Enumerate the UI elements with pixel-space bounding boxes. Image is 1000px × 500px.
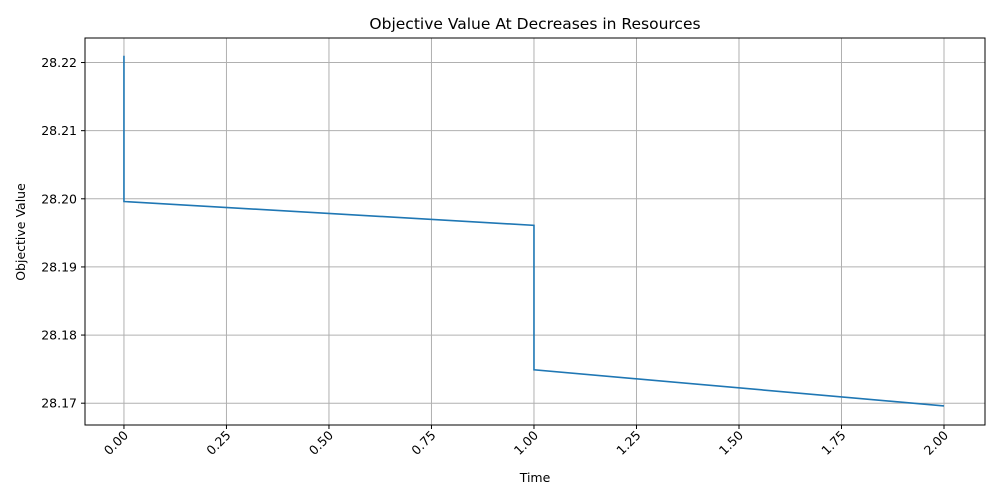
x-tick-label: 0.50 — [306, 427, 336, 457]
chart-title: Objective Value At Decreases in Resource… — [369, 15, 700, 33]
y-tick-label: 28.22 — [41, 55, 77, 70]
x-tick-label: 1.75 — [818, 428, 848, 458]
y-tick-label: 28.19 — [41, 259, 77, 274]
x-tick-label: 0.00 — [101, 427, 131, 457]
plot-frame — [84, 37, 986, 426]
y-axis-label: Objective Value — [13, 183, 28, 281]
y-tick-label: 28.17 — [41, 396, 77, 411]
grid-lines — [85, 38, 985, 425]
y-tick-label: 28.21 — [41, 123, 77, 138]
y-tick-label: 28.20 — [41, 191, 77, 206]
x-tick-label: 1.25 — [613, 428, 643, 458]
y-tick-label: 28.18 — [41, 328, 77, 343]
x-tick-label: 1.00 — [511, 427, 541, 457]
x-axis-label: Time — [519, 470, 551, 485]
x-tick-label: 1.50 — [716, 427, 746, 457]
x-tick-label: 0.25 — [203, 428, 233, 458]
axis-ticks: 0.00 0.25 0.50 0.75 1.00 1.25 1.50 1.75 2.00 28.1… — [41, 55, 951, 458]
series-layer — [123, 55, 945, 407]
x-tick-label: 0.75 — [408, 428, 438, 458]
series-line — [123, 55, 945, 407]
x-tick-label: 2.00 — [921, 427, 951, 457]
